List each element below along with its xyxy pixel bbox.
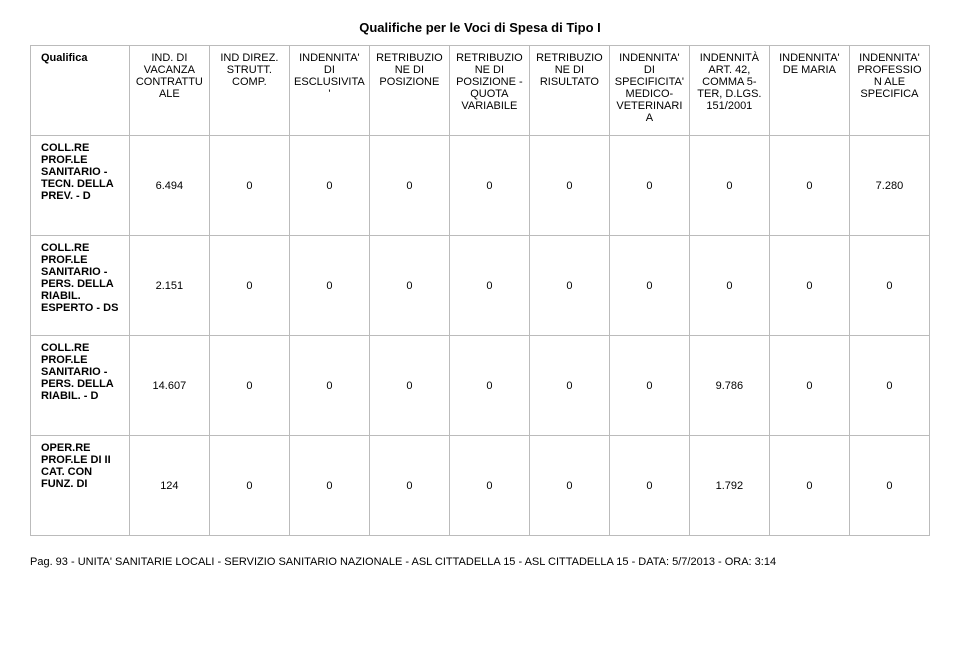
col-header: RETRIBUZIO NE DI POSIZIONE - QUOTA VARIA… — [449, 46, 529, 136]
qualifica-cell: COLL.RE PROF.LE SANITARIO - PERS. DELLA … — [31, 236, 130, 336]
value-cell: 0 — [609, 136, 689, 236]
qualifiche-table: QualificaIND. DI VACANZA CONTRATTU ALEIN… — [30, 45, 930, 536]
table-row: OPER.RE PROF.LE DI II CAT. CON FUNZ. DI1… — [31, 436, 930, 536]
value-cell: 124 — [129, 436, 209, 536]
qualifica-cell: COLL.RE PROF.LE SANITARIO - PERS. DELLA … — [31, 336, 130, 436]
value-cell: 0 — [609, 336, 689, 436]
value-cell: 0 — [209, 136, 289, 236]
value-cell: 0 — [529, 336, 609, 436]
value-cell: 0 — [449, 236, 529, 336]
col-header: RETRIBUZIO NE DI RISULTATO — [529, 46, 609, 136]
col-header: INDENNITÀ ART. 42, COMMA 5-TER, D.LGS. 1… — [689, 46, 769, 136]
col-header: INDENNITA' DI ESCLUSIVITA ' — [289, 46, 369, 136]
value-cell: 0 — [369, 336, 449, 436]
value-cell: 14.607 — [129, 336, 209, 436]
value-cell: 9.786 — [689, 336, 769, 436]
col-qualifica: Qualifica — [31, 46, 130, 136]
value-cell: 0 — [769, 436, 849, 536]
value-cell: 0 — [369, 436, 449, 536]
value-cell: 6.494 — [129, 136, 209, 236]
value-cell: 0 — [209, 336, 289, 436]
value-cell: 0 — [209, 236, 289, 336]
value-cell: 0 — [529, 436, 609, 536]
value-cell: 0 — [289, 236, 369, 336]
value-cell: 0 — [769, 236, 849, 336]
col-header: RETRIBUZIO NE DI POSIZIONE — [369, 46, 449, 136]
table-header-row: QualificaIND. DI VACANZA CONTRATTU ALEIN… — [31, 46, 930, 136]
page-footer: Pag. 93 - UNITA' SANITARIE LOCALI - SERV… — [30, 556, 930, 568]
col-header: INDENNITA' PROFESSION ALE SPECIFICA — [849, 46, 929, 136]
value-cell: 0 — [609, 436, 689, 536]
value-cell: 0 — [449, 436, 529, 536]
table-row: COLL.RE PROF.LE SANITARIO - TECN. DELLA … — [31, 136, 930, 236]
value-cell: 0 — [529, 136, 609, 236]
value-cell: 1.792 — [689, 436, 769, 536]
value-cell: 0 — [849, 236, 929, 336]
value-cell: 0 — [369, 236, 449, 336]
value-cell: 0 — [449, 336, 529, 436]
table-row: COLL.RE PROF.LE SANITARIO - PERS. DELLA … — [31, 336, 930, 436]
value-cell: 0 — [849, 336, 929, 436]
page-title: Qualifiche per le Voci di Spesa di Tipo … — [30, 20, 930, 35]
value-cell: 0 — [289, 336, 369, 436]
value-cell: 0 — [689, 236, 769, 336]
value-cell: 0 — [449, 136, 529, 236]
table-row: COLL.RE PROF.LE SANITARIO - PERS. DELLA … — [31, 236, 930, 336]
value-cell: 0 — [769, 336, 849, 436]
value-cell: 0 — [849, 436, 929, 536]
value-cell: 0 — [209, 436, 289, 536]
col-header: INDENNITA' DI SPECIFICITA' MEDICO- VETER… — [609, 46, 689, 136]
value-cell: 0 — [689, 136, 769, 236]
col-header: IND DIREZ. STRUTT. COMP. — [209, 46, 289, 136]
value-cell: 0 — [289, 436, 369, 536]
col-header: INDENNITA' DE MARIA — [769, 46, 849, 136]
value-cell: 0 — [769, 136, 849, 236]
value-cell: 7.280 — [849, 136, 929, 236]
value-cell: 0 — [609, 236, 689, 336]
qualifica-cell: OPER.RE PROF.LE DI II CAT. CON FUNZ. DI — [31, 436, 130, 536]
value-cell: 0 — [369, 136, 449, 236]
qualifica-cell: COLL.RE PROF.LE SANITARIO - TECN. DELLA … — [31, 136, 130, 236]
table-body: COLL.RE PROF.LE SANITARIO - TECN. DELLA … — [31, 136, 930, 536]
col-header: IND. DI VACANZA CONTRATTU ALE — [129, 46, 209, 136]
value-cell: 0 — [289, 136, 369, 236]
value-cell: 2.151 — [129, 236, 209, 336]
value-cell: 0 — [529, 236, 609, 336]
